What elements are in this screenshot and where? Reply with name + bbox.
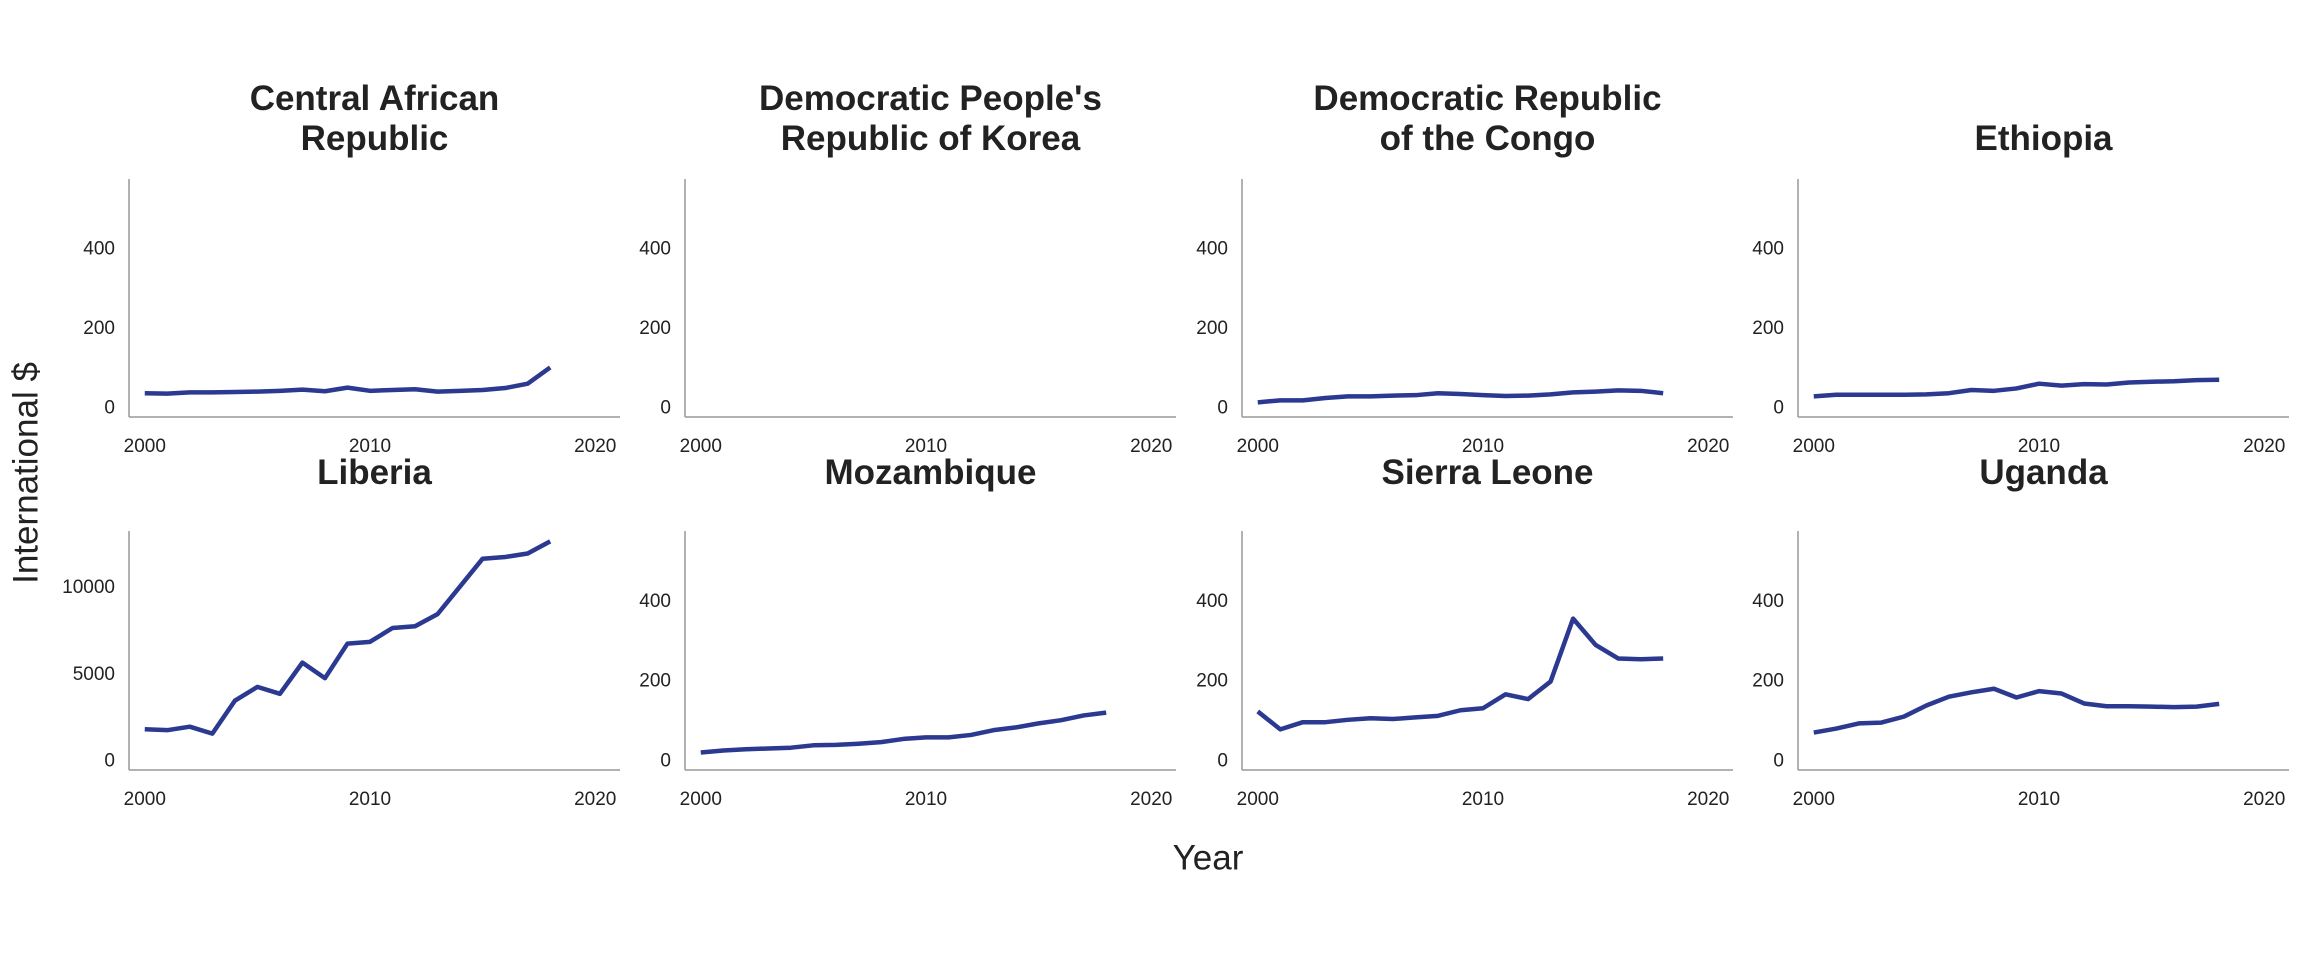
y-tick-label: 0 — [104, 750, 115, 771]
y-tick-label: 400 — [639, 239, 671, 260]
panel-title: Democratic People's Republic of Korea — [759, 79, 1102, 158]
title-line: Sierra Leone — [1381, 453, 1593, 492]
x-tick-label: 2000 — [1793, 436, 1835, 457]
x-tick-label: 2010 — [905, 789, 947, 810]
y-tick-label: 200 — [1196, 318, 1228, 339]
y-tick-label: 400 — [1752, 239, 1784, 260]
x-tick-label: 2000 — [124, 436, 166, 457]
y-tick-label: 0 — [1217, 750, 1228, 771]
title-line: Democratic Republic — [1313, 79, 1661, 118]
y-tick-label: 200 — [639, 671, 671, 692]
panel-title: Ethiopia — [1974, 119, 2113, 158]
x-tick-label: 2010 — [1462, 436, 1504, 457]
title-line: Ethiopia — [1974, 119, 2113, 158]
title-line: Mozambique — [825, 453, 1037, 492]
data-line — [700, 710, 1107, 755]
x-tick-label: 2010 — [2018, 789, 2060, 810]
title-line: Republic of Korea — [781, 119, 1081, 158]
panel-title: Sierra Leone — [1381, 453, 1593, 492]
x-tick-label: 2000 — [1237, 436, 1279, 457]
x-tick-label: 2020 — [574, 436, 616, 457]
y-tick-label: 0 — [104, 397, 115, 418]
y-tick-label: 0 — [660, 397, 671, 418]
data-line — [144, 539, 552, 736]
y-tick-label: 0 — [1217, 397, 1228, 418]
x-tick-label: 2010 — [1462, 789, 1504, 810]
data-line — [144, 365, 552, 396]
y-tick-label: 0 — [1773, 750, 1784, 771]
title-line: of the Congo — [1380, 119, 1596, 158]
title-line: Liberia — [317, 453, 432, 492]
y-tick-label: 200 — [1196, 671, 1228, 692]
y-tick-label: 0 — [1773, 397, 1784, 418]
y-tick-label: 5000 — [73, 664, 115, 685]
panel-title: Liberia — [317, 453, 432, 492]
data-line — [1257, 388, 1664, 405]
x-tick-label: 2020 — [1130, 436, 1172, 457]
data-line — [1256, 616, 1664, 732]
panel-title: Uganda — [1979, 453, 2108, 492]
y-tick-label: 400 — [83, 239, 115, 260]
x-tick-label: 2020 — [1130, 789, 1172, 810]
title-line: Democratic People's — [759, 79, 1102, 118]
y-tick-label: 200 — [1752, 318, 1784, 339]
y-tick-label: 200 — [1752, 671, 1784, 692]
data-line — [1813, 377, 2220, 399]
x-tick-label: 2000 — [1237, 789, 1279, 810]
y-tick-label: 0 — [660, 750, 671, 771]
x-tick-label: 2010 — [349, 436, 391, 457]
x-tick-label: 2020 — [2243, 789, 2285, 810]
x-tick-label: 2010 — [905, 436, 947, 457]
x-tick-label: 2000 — [680, 789, 722, 810]
x-tick-label: 2020 — [2243, 436, 2285, 457]
panel-title: Democratic Republic of the Congo — [1313, 79, 1661, 158]
y-tick-label: 10000 — [62, 577, 115, 598]
data-line — [1813, 686, 2220, 735]
y-tick-label: 400 — [1752, 591, 1784, 612]
panel-title: Central African Republic — [250, 79, 500, 158]
y-tick-label: 200 — [639, 318, 671, 339]
x-tick-label: 2000 — [124, 789, 166, 810]
panel-title: Mozambique — [825, 453, 1037, 492]
x-tick-label: 2020 — [1687, 789, 1729, 810]
x-tick-label: 2000 — [680, 436, 722, 457]
y-tick-label: 400 — [1196, 591, 1228, 612]
x-tick-label: 2020 — [1687, 436, 1729, 457]
title-line: Republic — [301, 119, 449, 158]
x-axis-label: Year — [1173, 838, 1244, 877]
x-tick-label: 2000 — [1793, 789, 1835, 810]
y-tick-label: 400 — [1196, 239, 1228, 260]
y-tick-label: 400 — [639, 591, 671, 612]
y-tick-label: 200 — [83, 318, 115, 339]
y-axis-label: International $ — [6, 362, 45, 584]
x-tick-label: 2010 — [349, 789, 391, 810]
x-tick-label: 2020 — [574, 789, 616, 810]
x-tick-label: 2010 — [2018, 436, 2060, 457]
title-line: Uganda — [1979, 453, 2108, 492]
title-line: Central African — [250, 79, 500, 118]
